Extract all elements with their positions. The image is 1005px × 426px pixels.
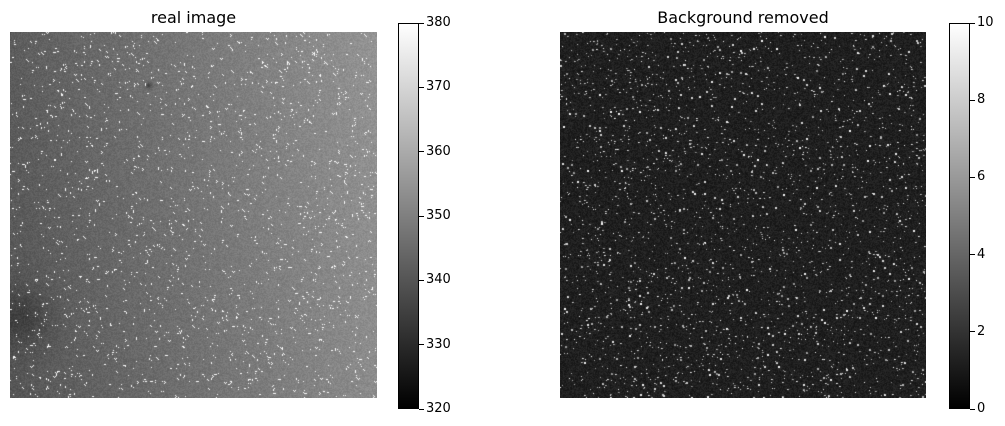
colorbar-tick — [970, 254, 975, 256]
colorbar-tick-label: 340 — [426, 272, 451, 288]
colorbar-tick — [419, 86, 424, 88]
colorbar-tick-label: 4 — [977, 246, 986, 262]
colorbar-tick-label: 320 — [426, 401, 451, 416]
colorbar-tick-label: 380 — [426, 15, 451, 30]
colorbar-tick — [970, 176, 975, 178]
background-removed-canvas — [560, 32, 926, 398]
colorbar-tick — [419, 408, 424, 410]
colorbar-tick-label: 330 — [426, 336, 451, 352]
left-colorbar — [398, 23, 419, 409]
colorbar-tick-label: 10 — [977, 15, 994, 30]
colorbar-tick — [419, 215, 424, 217]
right-panel-title: Background removed — [657, 8, 829, 27]
colorbar-tick-label: 350 — [426, 208, 451, 223]
colorbar-tick-label: 370 — [426, 79, 451, 95]
colorbar-tick — [970, 99, 975, 101]
real-image-canvas — [10, 32, 377, 398]
colorbar-tick — [970, 331, 975, 333]
colorbar-tick — [419, 22, 424, 24]
right-colorbar — [949, 23, 970, 409]
colorbar-tick — [419, 279, 424, 281]
colorbar-tick-label: 6 — [977, 169, 986, 185]
left-panel-title: real image — [150, 8, 237, 27]
colorbar-tick-label: 2 — [977, 323, 986, 339]
colorbar-tick — [970, 408, 975, 410]
colorbar-tick-label: 0 — [977, 401, 986, 416]
colorbar-tick-label: 360 — [426, 143, 451, 159]
colorbar-tick — [970, 22, 975, 24]
colorbar-tick — [419, 344, 424, 346]
colorbar-tick — [419, 151, 424, 153]
colorbar-tick-label: 8 — [977, 92, 986, 108]
